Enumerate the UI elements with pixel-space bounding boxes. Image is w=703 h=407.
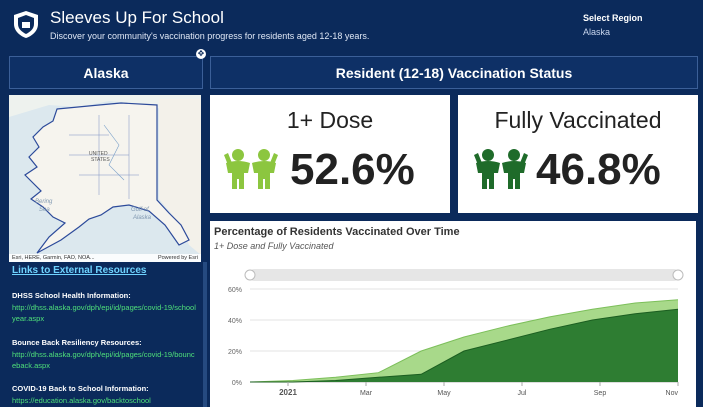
link-back-to-school[interactable]: https://education.alaska.gov/backtoschoo… <box>12 396 151 405</box>
one-dose-label: 1+ Dose <box>286 107 374 133</box>
fully-vaccinated-card: Fully Vaccinated 46.8% <box>458 95 698 213</box>
people-icon <box>474 149 528 189</box>
one-dose-value: 52.6% <box>290 145 415 194</box>
x-tick-label: 2021 <box>279 388 297 397</box>
link-heading-dhss: DHSS School Health Information: <box>12 291 131 300</box>
series-line-0 <box>249 299 679 383</box>
chart-zoom-handle-right[interactable] <box>672 269 684 281</box>
x-tick-label: May <box>437 390 451 397</box>
links-scrollbar[interactable] <box>203 262 207 407</box>
map-label-bering: Bering <box>35 199 53 205</box>
map-attribution-text: Esri, HERE, Garmin, FAO, NOA... <box>12 255 95 261</box>
y-tick-label: 0% <box>232 380 242 387</box>
map-label-gulf: Gulf of <box>131 207 150 213</box>
vaccination-chart[interactable]: 0% 20% 40% 60% 2021 Mar May Jul Sep Nov <box>210 261 696 407</box>
people-icon <box>224 149 278 189</box>
vaccination-chart-card: Percentage of Residents Vaccinated Over … <box>210 221 696 407</box>
series-area-1 <box>250 309 678 382</box>
region-title-text: Alaska <box>83 64 129 81</box>
chart-subtitle: 1+ Dose and Fully Vaccinated <box>214 241 334 251</box>
x-tick-label: Jul <box>518 390 527 397</box>
map-attribution: Esri, HERE, Garmin, FAO, NOA... Powered … <box>9 254 201 262</box>
y-tick-label: 60% <box>228 287 242 294</box>
region-selector-label: Select Region <box>583 13 643 23</box>
region-map[interactable]: UNITED STATES Bering Sea Gulf of Alaska … <box>9 95 201 262</box>
map-label-states: STATES <box>91 157 110 163</box>
one-dose-card: 1+ Dose 52.6% <box>210 95 450 213</box>
chart-title: Percentage of Residents Vaccinated Over … <box>214 226 460 238</box>
link-bounce-back[interactable]: http://dhss.alaska.gov/dph/epi/id/pages/… <box>12 350 195 370</box>
links-title: Links to External Resources <box>12 265 147 276</box>
x-tick-label: Nov <box>666 390 679 397</box>
app-subtitle: Discover your community's vaccination pr… <box>50 31 370 41</box>
series-line-1 <box>250 308 679 383</box>
link-dhss-school-health[interactable]: http://dhss.alaska.gov/dph/epi/id/pages/… <box>12 303 196 323</box>
link-heading-bounce-back: Bounce Back Resiliency Resources: <box>12 338 142 347</box>
map-powered-by[interactable]: Powered by Esri <box>157 255 198 261</box>
map-label-alaska: Alaska <box>132 215 152 221</box>
fully-vaccinated-value: 46.8% <box>536 145 661 194</box>
fully-vaccinated-label: Fully Vaccinated <box>494 107 662 133</box>
x-tick-label: Sep <box>594 390 607 397</box>
expand-icon[interactable]: ✥ <box>196 49 206 59</box>
y-tick-label: 40% <box>228 318 242 325</box>
map-label-united: UNITED <box>89 151 108 157</box>
chart-zoom-handle-left[interactable] <box>244 269 256 281</box>
chart-zoom-track[interactable] <box>250 269 678 281</box>
x-tick-label: Mar <box>360 390 373 397</box>
status-panel-title: Resident (12-18) Vaccination Status <box>210 56 698 89</box>
region-panel-title: Alaska <box>9 56 203 89</box>
status-title-text: Resident (12-18) Vaccination Status <box>335 64 573 81</box>
app-title: Sleeves Up For School <box>50 8 224 27</box>
map-label-sea: Sea <box>39 207 50 213</box>
region-selector[interactable]: Alaska <box>583 27 611 37</box>
alaska-map-graphic: UNITED STATES Bering Sea Gulf of Alaska <box>9 95 201 262</box>
app-header: Sleeves Up For School Discover your comm… <box>0 0 703 50</box>
dhss-logo-icon <box>14 11 38 38</box>
y-tick-label: 20% <box>228 349 242 356</box>
link-heading-back-to-school: COVID-19 Back to School Information: <box>12 384 149 393</box>
external-resources-panel: Links to External Resources DHSS School … <box>9 262 201 407</box>
